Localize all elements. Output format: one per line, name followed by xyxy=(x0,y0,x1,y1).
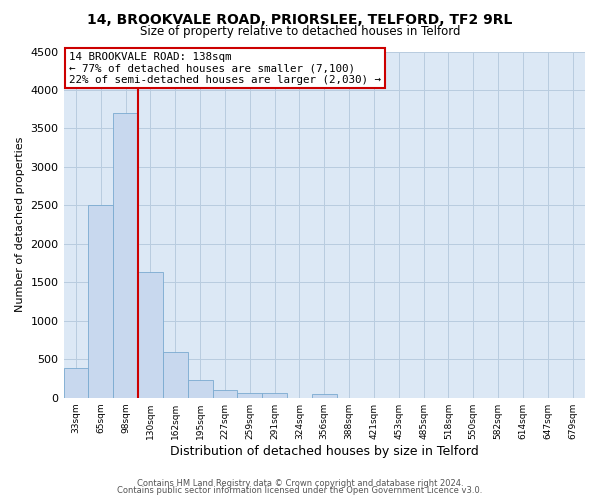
Y-axis label: Number of detached properties: Number of detached properties xyxy=(15,137,25,312)
Text: Size of property relative to detached houses in Telford: Size of property relative to detached ho… xyxy=(140,25,460,38)
Bar xyxy=(138,272,163,398)
Text: Contains public sector information licensed under the Open Government Licence v3: Contains public sector information licen… xyxy=(118,486,482,495)
Bar xyxy=(113,113,138,398)
Bar xyxy=(212,390,238,398)
Bar xyxy=(238,394,262,398)
Text: 14 BROOKVALE ROAD: 138sqm
← 77% of detached houses are smaller (7,100)
22% of se: 14 BROOKVALE ROAD: 138sqm ← 77% of detac… xyxy=(69,52,381,84)
X-axis label: Distribution of detached houses by size in Telford: Distribution of detached houses by size … xyxy=(170,444,479,458)
Bar xyxy=(188,380,212,398)
Bar xyxy=(262,394,287,398)
Bar xyxy=(163,352,188,398)
Bar xyxy=(88,206,113,398)
Text: Contains HM Land Registry data © Crown copyright and database right 2024.: Contains HM Land Registry data © Crown c… xyxy=(137,478,463,488)
Bar xyxy=(64,368,88,398)
Bar xyxy=(312,394,337,398)
Text: 14, BROOKVALE ROAD, PRIORSLEE, TELFORD, TF2 9RL: 14, BROOKVALE ROAD, PRIORSLEE, TELFORD, … xyxy=(88,12,512,26)
